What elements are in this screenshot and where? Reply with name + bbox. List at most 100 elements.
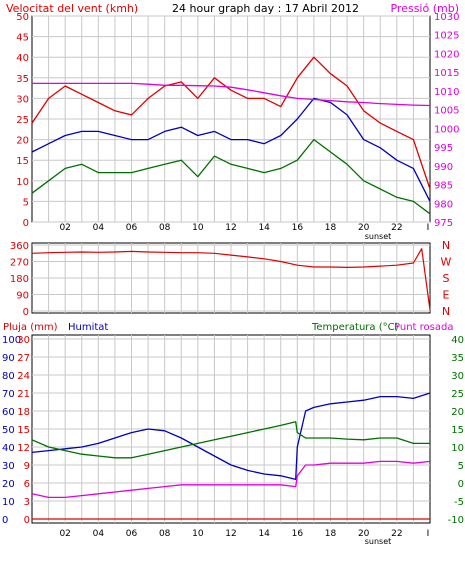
temperature-tick-label: -5 [454, 497, 464, 508]
humidity-line [31, 392, 431, 481]
pressure-line [32, 82, 431, 107]
wind-direction-tick-label: 90 [16, 291, 29, 302]
wind-pressure-x-ticks: 02 04 06 08 10 12 14 16 18 20 22 I [59, 223, 429, 233]
rain-tick-label: 27 [17, 353, 30, 364]
pressure-tick-label: 1010 [434, 87, 459, 98]
temperature-tick-label: -10 [448, 515, 464, 526]
humidity-axis-ticks: 0 10 20 30 40 50 60 70 80 90 100 [2, 335, 21, 526]
humidity-tick-label: 0 [2, 515, 8, 526]
humidity-axis-label: Humitat [68, 322, 108, 333]
temperature-tick-label: 15 [451, 425, 464, 436]
humidity-temperature-series [31, 392, 431, 520]
humidity-tick-label: 90 [2, 353, 15, 364]
dew-point-axis-label: Punt rosada [394, 322, 453, 333]
wind-speed-tick-label: 35 [16, 74, 29, 85]
x-tick-label: 06 [126, 529, 138, 539]
chart-title: 24 hour graph day : 17 Abril 2012 [172, 2, 359, 15]
temperature-tick-label: 40 [451, 335, 464, 346]
temperature-tick-label: 35 [451, 353, 464, 364]
pressure-tick-label: 990 [434, 162, 453, 173]
pressure-axis-ticks: 975 980 985 990 995 1000 1005 1010 1015 1020 1025 1… [434, 12, 459, 229]
wind-average-line [31, 97, 431, 202]
humidity-tick-label: 80 [2, 371, 15, 382]
x-tick-label: 10 [192, 223, 204, 233]
pressure-tick-label: 1005 [434, 106, 459, 117]
rain-tick-label: 0 [24, 515, 30, 526]
humidity-tick-label: 50 [2, 425, 15, 436]
wind-direction-series [31, 248, 431, 311]
pressure-tick-label: 975 [434, 218, 453, 229]
x-tick-label: 02 [59, 529, 70, 539]
humidity-tick-label: 70 [2, 389, 15, 400]
pressure-tick-label: 980 [434, 199, 453, 210]
rain-tick-label: 12 [17, 443, 30, 454]
pressure-tick-label: 995 [434, 143, 453, 154]
temperature-axis-ticks: -10 -5 0 5 10 15 20 25 30 35 40 [448, 335, 464, 526]
wind-speed-tick-label: 15 [16, 156, 29, 167]
rain-tick-label: 18 [17, 407, 30, 418]
temperature-tick-label: 5 [458, 461, 464, 472]
wind-speed-tick-label: 45 [16, 33, 29, 44]
wind-speed-tick-label: 40 [16, 53, 29, 64]
dew-point-line [31, 460, 431, 499]
x-tick-label: 02 [59, 223, 70, 233]
x-tick-label: 08 [159, 529, 171, 539]
temperature-tick-label: 30 [451, 371, 464, 382]
wind-pressure-series [31, 56, 431, 215]
pressure-tick-label: 1020 [434, 49, 459, 60]
wind-direction-line [31, 248, 431, 311]
rain-tick-label: 9 [24, 461, 30, 472]
temperature-tick-label: 25 [451, 389, 464, 400]
humidity-temperature-grid [32, 335, 430, 523]
x-tick-label: I [427, 223, 430, 233]
pressure-tick-label: 1030 [434, 12, 459, 23]
rain-tick-label: 21 [17, 389, 30, 400]
wind-speed-tick-label: 10 [16, 177, 29, 188]
pressure-tick-label: 1015 [434, 68, 459, 79]
rain-tick-label: 6 [24, 479, 30, 490]
pressure-axis-label: Pressió (mb) [390, 2, 459, 15]
x-tick-label: 20 [358, 223, 370, 233]
humidity-tick-label: 30 [2, 461, 15, 472]
humidity-tick-label: 20 [2, 479, 15, 490]
temperature-line [31, 421, 430, 459]
x-tick-label: 04 [93, 223, 105, 233]
sunset-marker-label: sunset [365, 537, 392, 546]
humidity-tick-label: 40 [2, 443, 15, 454]
temperature-axis-label: Temperatura (°C) [311, 322, 399, 333]
compass-label: N [442, 239, 450, 252]
humidity-temperature-x-ticks: 02 04 06 08 10 12 14 16 18 20 22 I [59, 529, 429, 539]
humidity-tick-label: 60 [2, 407, 15, 418]
x-tick-label: 20 [358, 529, 370, 539]
x-tick-label: 14 [258, 529, 270, 539]
wind-speed-tick-label: 20 [16, 136, 29, 147]
x-tick-label: I [427, 529, 430, 539]
sunset-marker-label: sunset [365, 232, 392, 241]
compass-label: S [443, 272, 450, 285]
humidity-tick-label: 100 [2, 335, 21, 346]
x-tick-label: 16 [292, 529, 304, 539]
wind-gust-line [31, 56, 431, 190]
temperature-tick-label: 0 [458, 479, 464, 490]
wind-speed-tick-label: 0 [23, 218, 29, 229]
wind-speed-axis-ticks: 0 5 10 15 20 25 30 35 40 45 50 [16, 12, 29, 229]
x-tick-label: 14 [258, 223, 270, 233]
wind-direction-degree-ticks: 0 90 180 270 360 [10, 241, 29, 318]
wind-direction-tick-label: 270 [10, 258, 29, 269]
x-tick-label: 10 [192, 529, 204, 539]
x-tick-label: 22 [391, 223, 402, 233]
wind-direction-tick-label: 0 [23, 307, 29, 318]
pressure-tick-label: 1025 [434, 31, 459, 42]
x-tick-label: 22 [391, 529, 402, 539]
wind-direction-tick-label: 360 [10, 241, 29, 252]
x-tick-label: 18 [325, 223, 337, 233]
temperature-tick-label: 20 [451, 407, 464, 418]
wind-direction-grid [32, 243, 430, 313]
rain-axis-ticks: 0 3 6 9 12 15 18 21 24 27 30 [17, 335, 30, 526]
pressure-tick-label: 985 [434, 181, 453, 192]
